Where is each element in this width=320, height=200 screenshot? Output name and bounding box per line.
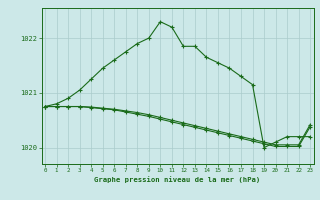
X-axis label: Graphe pression niveau de la mer (hPa): Graphe pression niveau de la mer (hPa) [94, 176, 261, 183]
